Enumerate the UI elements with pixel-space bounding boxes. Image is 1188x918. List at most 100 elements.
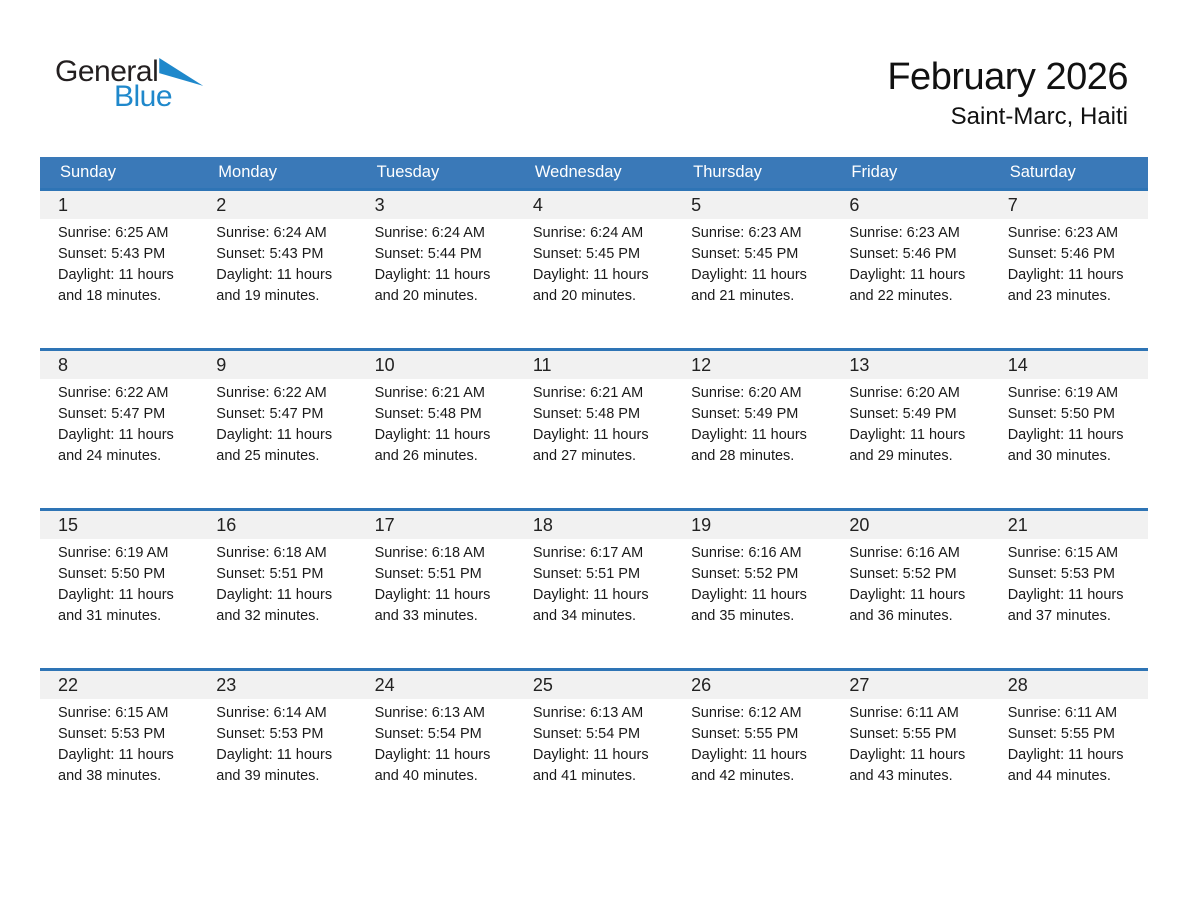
day-cell-27: 27 Sunrise: 6:11 AM Sunset: 5:55 PM Dayligh…: [831, 671, 990, 828]
day-cell-11: 11 Sunrise: 6:21 AM Sunset: 5:48 PM Dayligh…: [514, 351, 674, 508]
daylight-text: Daylight: 11 hours and 25 minutes.: [216, 427, 333, 464]
sunset-text: Sunset: 5:55 PM: [849, 726, 957, 742]
day-number: 9: [198, 351, 357, 379]
day-cell-16: 16 Sunrise: 6:18 AM Sunset: 5:51 PM Dayligh…: [198, 511, 357, 668]
day-cell-body: Sunrise: 6:11 AM Sunset: 5:55 PM Daylight:…: [831, 699, 989, 787]
daylight-text: Daylight: 11 hours and 27 minutes.: [532, 427, 649, 464]
day-number: 2: [198, 191, 357, 219]
day-number: 5: [673, 191, 832, 219]
weekday-header-thursday: Thursday: [693, 163, 762, 181]
day-cell-25: 25 Sunrise: 6:13 AM Sunset: 5:54 PM Dayligh…: [514, 671, 674, 828]
day-number: 3: [356, 191, 515, 219]
day-cell-body: Sunrise: 6:12 AM Sunset: 5:55 PM Daylight:…: [673, 699, 831, 787]
sunrise-text: Sunrise: 6:15 AM: [1007, 545, 1119, 561]
day-number: 14: [989, 351, 1148, 379]
day-cell-26: 26 Sunrise: 6:12 AM Sunset: 5:55 PM Dayligh…: [673, 671, 832, 828]
day-cell-10: 10 Sunrise: 6:21 AM Sunset: 5:48 PM Dayligh…: [356, 351, 515, 508]
sunset-text: Sunset: 5:53 PM: [1007, 566, 1115, 582]
daylight-text: Daylight: 11 hours and 28 minutes.: [691, 427, 807, 464]
sunset-text: Sunset: 5:55 PM: [1007, 726, 1115, 742]
week-row-2: 8 Sunrise: 6:22 AM Sunset: 5:47 PM Daylight…: [40, 348, 1148, 508]
sunset-text: Sunset: 5:52 PM: [849, 566, 957, 582]
daylight-text: Daylight: 11 hours and 37 minutes.: [1007, 587, 1124, 624]
sunset-text: Sunset: 5:46 PM: [1007, 246, 1115, 262]
day-cell-body: Sunrise: 6:16 AM Sunset: 5:52 PM Daylight:…: [831, 539, 989, 627]
sunrise-text: Sunrise: 6:15 AM: [58, 705, 169, 721]
weeks-container: 1 Sunrise: 6:25 AM Sunset: 5:43 PM Daylight…: [40, 188, 1148, 828]
day-cell-1: 1 Sunrise: 6:25 AM Sunset: 5:43 PM Daylight…: [40, 191, 199, 348]
day-number: 22: [40, 671, 199, 699]
sunrise-text: Sunrise: 6:16 AM: [691, 545, 802, 561]
daylight-text: Daylight: 11 hours and 38 minutes.: [58, 747, 174, 784]
day-cell-body: Sunrise: 6:24 AM Sunset: 5:45 PM Daylight:…: [515, 219, 673, 307]
daylight-text: Daylight: 11 hours and 21 minutes.: [691, 267, 807, 304]
sunrise-text: Sunrise: 6:16 AM: [849, 545, 960, 561]
sunset-text: Sunset: 5:50 PM: [58, 566, 166, 582]
day-cell-22: 22 Sunrise: 6:15 AM Sunset: 5:53 PM Dayligh…: [40, 671, 199, 828]
sunrise-text: Sunrise: 6:13 AM: [374, 705, 485, 721]
sunset-text: Sunset: 5:53 PM: [58, 726, 166, 742]
daylight-text: Daylight: 11 hours and 29 minutes.: [849, 427, 966, 464]
daylight-text: Daylight: 11 hours and 20 minutes.: [374, 267, 491, 304]
daylight-text: Daylight: 11 hours and 44 minutes.: [1007, 747, 1124, 784]
sunset-text: Sunset: 5:43 PM: [58, 246, 166, 262]
day-cell-3: 3 Sunrise: 6:24 AM Sunset: 5:44 PM Daylight…: [356, 191, 515, 348]
day-number: 16: [198, 511, 357, 539]
day-cell-body: Sunrise: 6:17 AM Sunset: 5:51 PM Daylight:…: [515, 539, 673, 627]
day-cell-body: Sunrise: 6:18 AM Sunset: 5:51 PM Daylight:…: [198, 539, 356, 627]
day-number: 11: [514, 351, 674, 379]
day-cell-body: Sunrise: 6:21 AM Sunset: 5:48 PM Daylight:…: [357, 379, 515, 467]
day-number: 10: [356, 351, 515, 379]
sunset-text: Sunset: 5:45 PM: [691, 246, 799, 262]
weekday-header-saturday: Saturday: [1009, 163, 1076, 181]
day-cell-body: Sunrise: 6:15 AM Sunset: 5:53 PM Daylight:…: [990, 539, 1148, 627]
day-number: 23: [198, 671, 357, 699]
sunrise-text: Sunrise: 6:14 AM: [216, 705, 327, 721]
sunrise-text: Sunrise: 6:22 AM: [216, 385, 327, 401]
day-number: 27: [831, 671, 990, 699]
day-cell-7: 7 Sunrise: 6:23 AM Sunset: 5:46 PM Daylight…: [989, 191, 1148, 348]
day-cell-4: 4 Sunrise: 6:24 AM Sunset: 5:45 PM Daylight…: [514, 191, 674, 348]
day-cell-body: Sunrise: 6:13 AM Sunset: 5:54 PM Daylight:…: [357, 699, 515, 787]
day-cell-6: 6 Sunrise: 6:23 AM Sunset: 5:46 PM Daylight…: [831, 191, 990, 348]
day-cell-body: Sunrise: 6:16 AM Sunset: 5:52 PM Daylight:…: [673, 539, 831, 627]
day-number: 28: [989, 671, 1148, 699]
weekday-header-tuesday: Tuesday: [376, 163, 440, 181]
day-cell-body: Sunrise: 6:23 AM Sunset: 5:46 PM Daylight:…: [831, 219, 989, 307]
day-number: 4: [514, 191, 674, 219]
day-cell-body: Sunrise: 6:20 AM Sunset: 5:49 PM Daylight:…: [831, 379, 989, 467]
daylight-text: Daylight: 11 hours and 33 minutes.: [374, 587, 491, 624]
day-number: 17: [356, 511, 515, 539]
day-cell-body: Sunrise: 6:15 AM Sunset: 5:53 PM Daylight:…: [40, 699, 198, 787]
sunrise-text: Sunrise: 6:19 AM: [1007, 385, 1119, 401]
sunset-text: Sunset: 5:47 PM: [216, 406, 324, 422]
sunrise-text: Sunrise: 6:21 AM: [374, 385, 485, 401]
daylight-text: Daylight: 11 hours and 23 minutes.: [1007, 267, 1124, 304]
day-cell-body: Sunrise: 6:21 AM Sunset: 5:48 PM Daylight:…: [515, 379, 673, 467]
sunset-text: Sunset: 5:47 PM: [58, 406, 166, 422]
sunset-text: Sunset: 5:54 PM: [374, 726, 482, 742]
weekday-header-row: Sunday Monday Tuesday Wednesday Thursday Frid…: [40, 157, 1148, 188]
daylight-text: Daylight: 11 hours and 20 minutes.: [532, 267, 649, 304]
logo-text-blue: Blue: [114, 80, 173, 113]
daylight-text: Daylight: 11 hours and 36 minutes.: [849, 587, 966, 624]
sunset-text: Sunset: 5:44 PM: [374, 246, 482, 262]
day-cell-15: 15 Sunrise: 6:19 AM Sunset: 5:50 PM Dayligh…: [40, 511, 199, 668]
week-row-1: 1 Sunrise: 6:25 AM Sunset: 5:43 PM Daylight…: [40, 188, 1148, 348]
day-cell-24: 24 Sunrise: 6:13 AM Sunset: 5:54 PM Dayligh…: [356, 671, 515, 828]
daylight-text: Daylight: 11 hours and 22 minutes.: [849, 267, 966, 304]
day-cell-body: Sunrise: 6:23 AM Sunset: 5:46 PM Daylight:…: [990, 219, 1148, 307]
day-cell-body: Sunrise: 6:24 AM Sunset: 5:44 PM Daylight:…: [357, 219, 515, 307]
daylight-text: Daylight: 11 hours and 34 minutes.: [532, 587, 649, 624]
day-cell-body: Sunrise: 6:19 AM Sunset: 5:50 PM Daylight:…: [40, 539, 198, 627]
sunrise-text: Sunrise: 6:13 AM: [532, 705, 644, 721]
daylight-text: Daylight: 11 hours and 32 minutes.: [216, 587, 333, 624]
day-cell-body: Sunrise: 6:19 AM Sunset: 5:50 PM Daylight:…: [990, 379, 1148, 467]
sunset-text: Sunset: 5:52 PM: [691, 566, 799, 582]
sunrise-text: Sunrise: 6:23 AM: [1007, 225, 1119, 241]
day-cell-13: 13 Sunrise: 6:20 AM Sunset: 5:49 PM Dayligh…: [831, 351, 990, 508]
sunset-text: Sunset: 5:48 PM: [374, 406, 482, 422]
week-row-4: 22 Sunrise: 6:15 AM Sunset: 5:53 PM Dayligh…: [40, 668, 1148, 828]
page-title: February 2026: [887, 56, 1128, 98]
page-subtitle: Saint-Marc, Haiti: [950, 102, 1128, 130]
